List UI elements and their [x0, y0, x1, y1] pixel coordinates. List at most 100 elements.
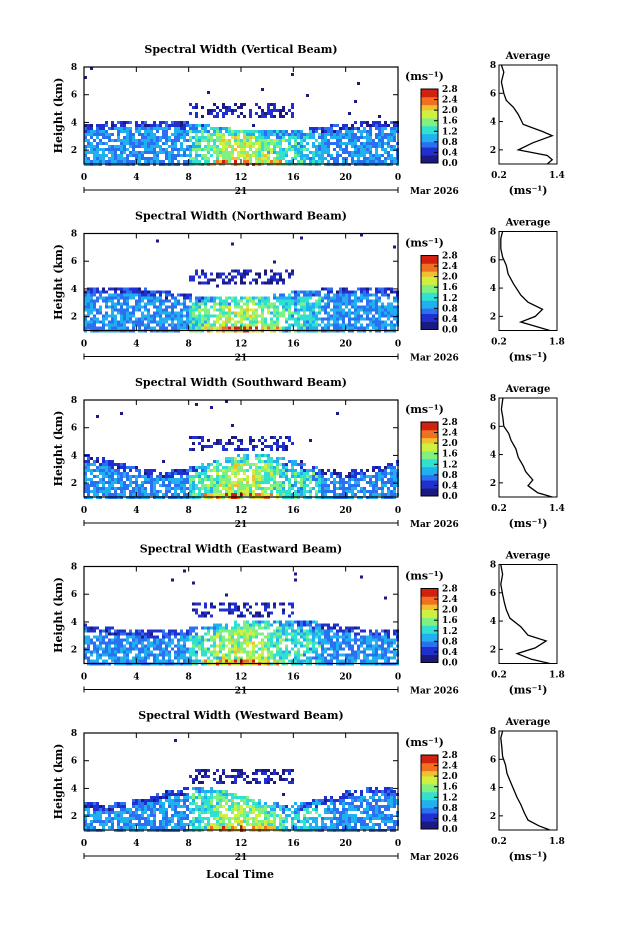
colorbar-band: [421, 614, 438, 618]
panel-title: Spectral Width (Vertical Beam): [144, 43, 337, 56]
x-tick-label: 16: [287, 173, 300, 183]
y-tick-label: 4: [71, 285, 77, 295]
average-title: Average: [505, 51, 551, 62]
avg-y-tick-label: 6: [490, 755, 496, 765]
colorbar-band: [421, 297, 438, 301]
colorbar-band: [421, 762, 438, 766]
y-tick-label: 8: [71, 396, 77, 406]
y-tick-label: 4: [71, 451, 77, 461]
colorbar-unit: (ms⁻¹): [405, 736, 444, 749]
colorbar-band: [421, 456, 438, 460]
x-tick-label: 12: [235, 673, 248, 683]
colorbar-unit: (ms⁻¹): [405, 237, 444, 250]
colorbar-band: [421, 657, 438, 661]
colorbar-band: [421, 94, 438, 98]
colorbar-band: [421, 472, 438, 476]
colorbar-band: [421, 466, 438, 470]
colorbar-tick-label: 2.0: [442, 106, 458, 116]
panel-title: Spectral Width (Eastward Beam): [140, 543, 342, 556]
colorbar-band: [421, 120, 438, 124]
avg-y-tick-label: 2: [490, 479, 496, 489]
colorbar-tick-label: 1.2: [442, 460, 458, 470]
heatmap-field: [84, 739, 399, 832]
avg-y-tick-label: 6: [490, 256, 496, 266]
avg-x-tick-label: 1.8: [549, 837, 565, 847]
avg-y-tick-label: 6: [490, 89, 496, 99]
avg-x-tick-label: 1.8: [549, 338, 565, 348]
colorbar-band: [421, 303, 438, 307]
colorbar-tick-label: 2.0: [442, 772, 458, 782]
y-tick-label: 2: [71, 812, 77, 822]
x-tick-label: 0: [81, 839, 87, 849]
day-label: 21: [235, 853, 248, 863]
colorbar-band: [421, 157, 438, 161]
colorbar-band: [421, 311, 438, 314]
x-tick-label: 20: [339, 506, 352, 516]
avg-x-tick-label: 0.2: [491, 671, 507, 681]
average-profile-line: [500, 730, 551, 831]
colorbar-band: [421, 263, 438, 267]
colorbar-band: [421, 480, 438, 484]
colorbar-band: [421, 593, 438, 597]
colorbar-band: [421, 435, 438, 439]
colorbar-band: [421, 427, 438, 431]
y-axis-label: Height (km): [52, 577, 65, 653]
colorbar-band: [421, 144, 438, 148]
colorbar-band: [421, 279, 438, 283]
colorbar-band: [421, 123, 438, 127]
colorbar-band: [421, 802, 438, 806]
colorbar-tick-label: 0.0: [442, 326, 458, 336]
colorbar-band: [421, 464, 438, 468]
colorbar-band: [421, 776, 438, 780]
colorbar-tick-label: 0.4: [442, 814, 458, 824]
colorbar-band: [421, 292, 438, 296]
heatmap-field: [84, 400, 399, 499]
avg-x-tick-label: 1.4: [549, 171, 565, 181]
average-frame: [498, 64, 558, 165]
colorbar-tick-label: 2.0: [442, 606, 458, 616]
colorbar-band: [421, 469, 438, 473]
colorbar-band: [421, 115, 438, 119]
colorbar-band: [421, 149, 438, 153]
colorbar-band: [421, 260, 438, 264]
panel-5: Spectral Width (Westward Beam) 2 4 6 8 Height…: [52, 709, 565, 863]
avg-y-tick-label: 4: [490, 451, 496, 461]
panel-3: Spectral Width (Southward Beam) 2 4 6 8 Heigh…: [52, 376, 565, 530]
colorbar-tick-label: 1.2: [442, 127, 458, 137]
colorbar-band: [421, 422, 438, 425]
avg-x-unit: (ms⁻¹): [509, 184, 548, 197]
colorbar-band: [421, 289, 438, 293]
colorbar-band: [421, 617, 438, 621]
y-tick-label: 4: [71, 118, 77, 128]
panel-title: Spectral Width (Northward Beam): [135, 210, 347, 223]
x-tick-label: 4: [133, 506, 139, 516]
colorbar-band: [421, 96, 438, 100]
colorbar-band: [421, 807, 438, 811]
y-axis-label: Height (km): [52, 78, 65, 154]
colorbar-band: [421, 781, 438, 785]
x-tick-label: 0: [395, 340, 401, 350]
colorbar-band: [421, 139, 438, 143]
colorbar-band: [421, 636, 438, 640]
colorbar-band: [421, 477, 438, 481]
colorbar-band: [421, 630, 438, 634]
colorbar-band: [421, 638, 438, 642]
panel-1: Spectral Width (Vertical Beam) 2 4 6 8 Height…: [52, 43, 565, 197]
x-axis-label: Local Time: [206, 868, 274, 881]
y-tick-label: 8: [71, 729, 77, 739]
colorbar-tick-label: 0.0: [442, 659, 458, 669]
average-profile-line: [500, 64, 554, 165]
colorbar-band: [421, 628, 438, 632]
avg-x-tick-label: 1.8: [549, 671, 565, 681]
colorbar-band: [421, 821, 438, 825]
colorbar-band: [421, 625, 438, 629]
colorbar-tick-label: 0.4: [442, 481, 458, 491]
heatmap-field: [84, 233, 399, 333]
y-tick-label: 6: [71, 257, 77, 267]
y-tick-label: 8: [71, 230, 77, 240]
colorbar-band: [421, 318, 438, 322]
x-tick-label: 0: [395, 673, 401, 683]
colorbar-tick-label: 0.8: [442, 804, 458, 814]
colorbar-tick-label: 1.6: [442, 616, 458, 626]
